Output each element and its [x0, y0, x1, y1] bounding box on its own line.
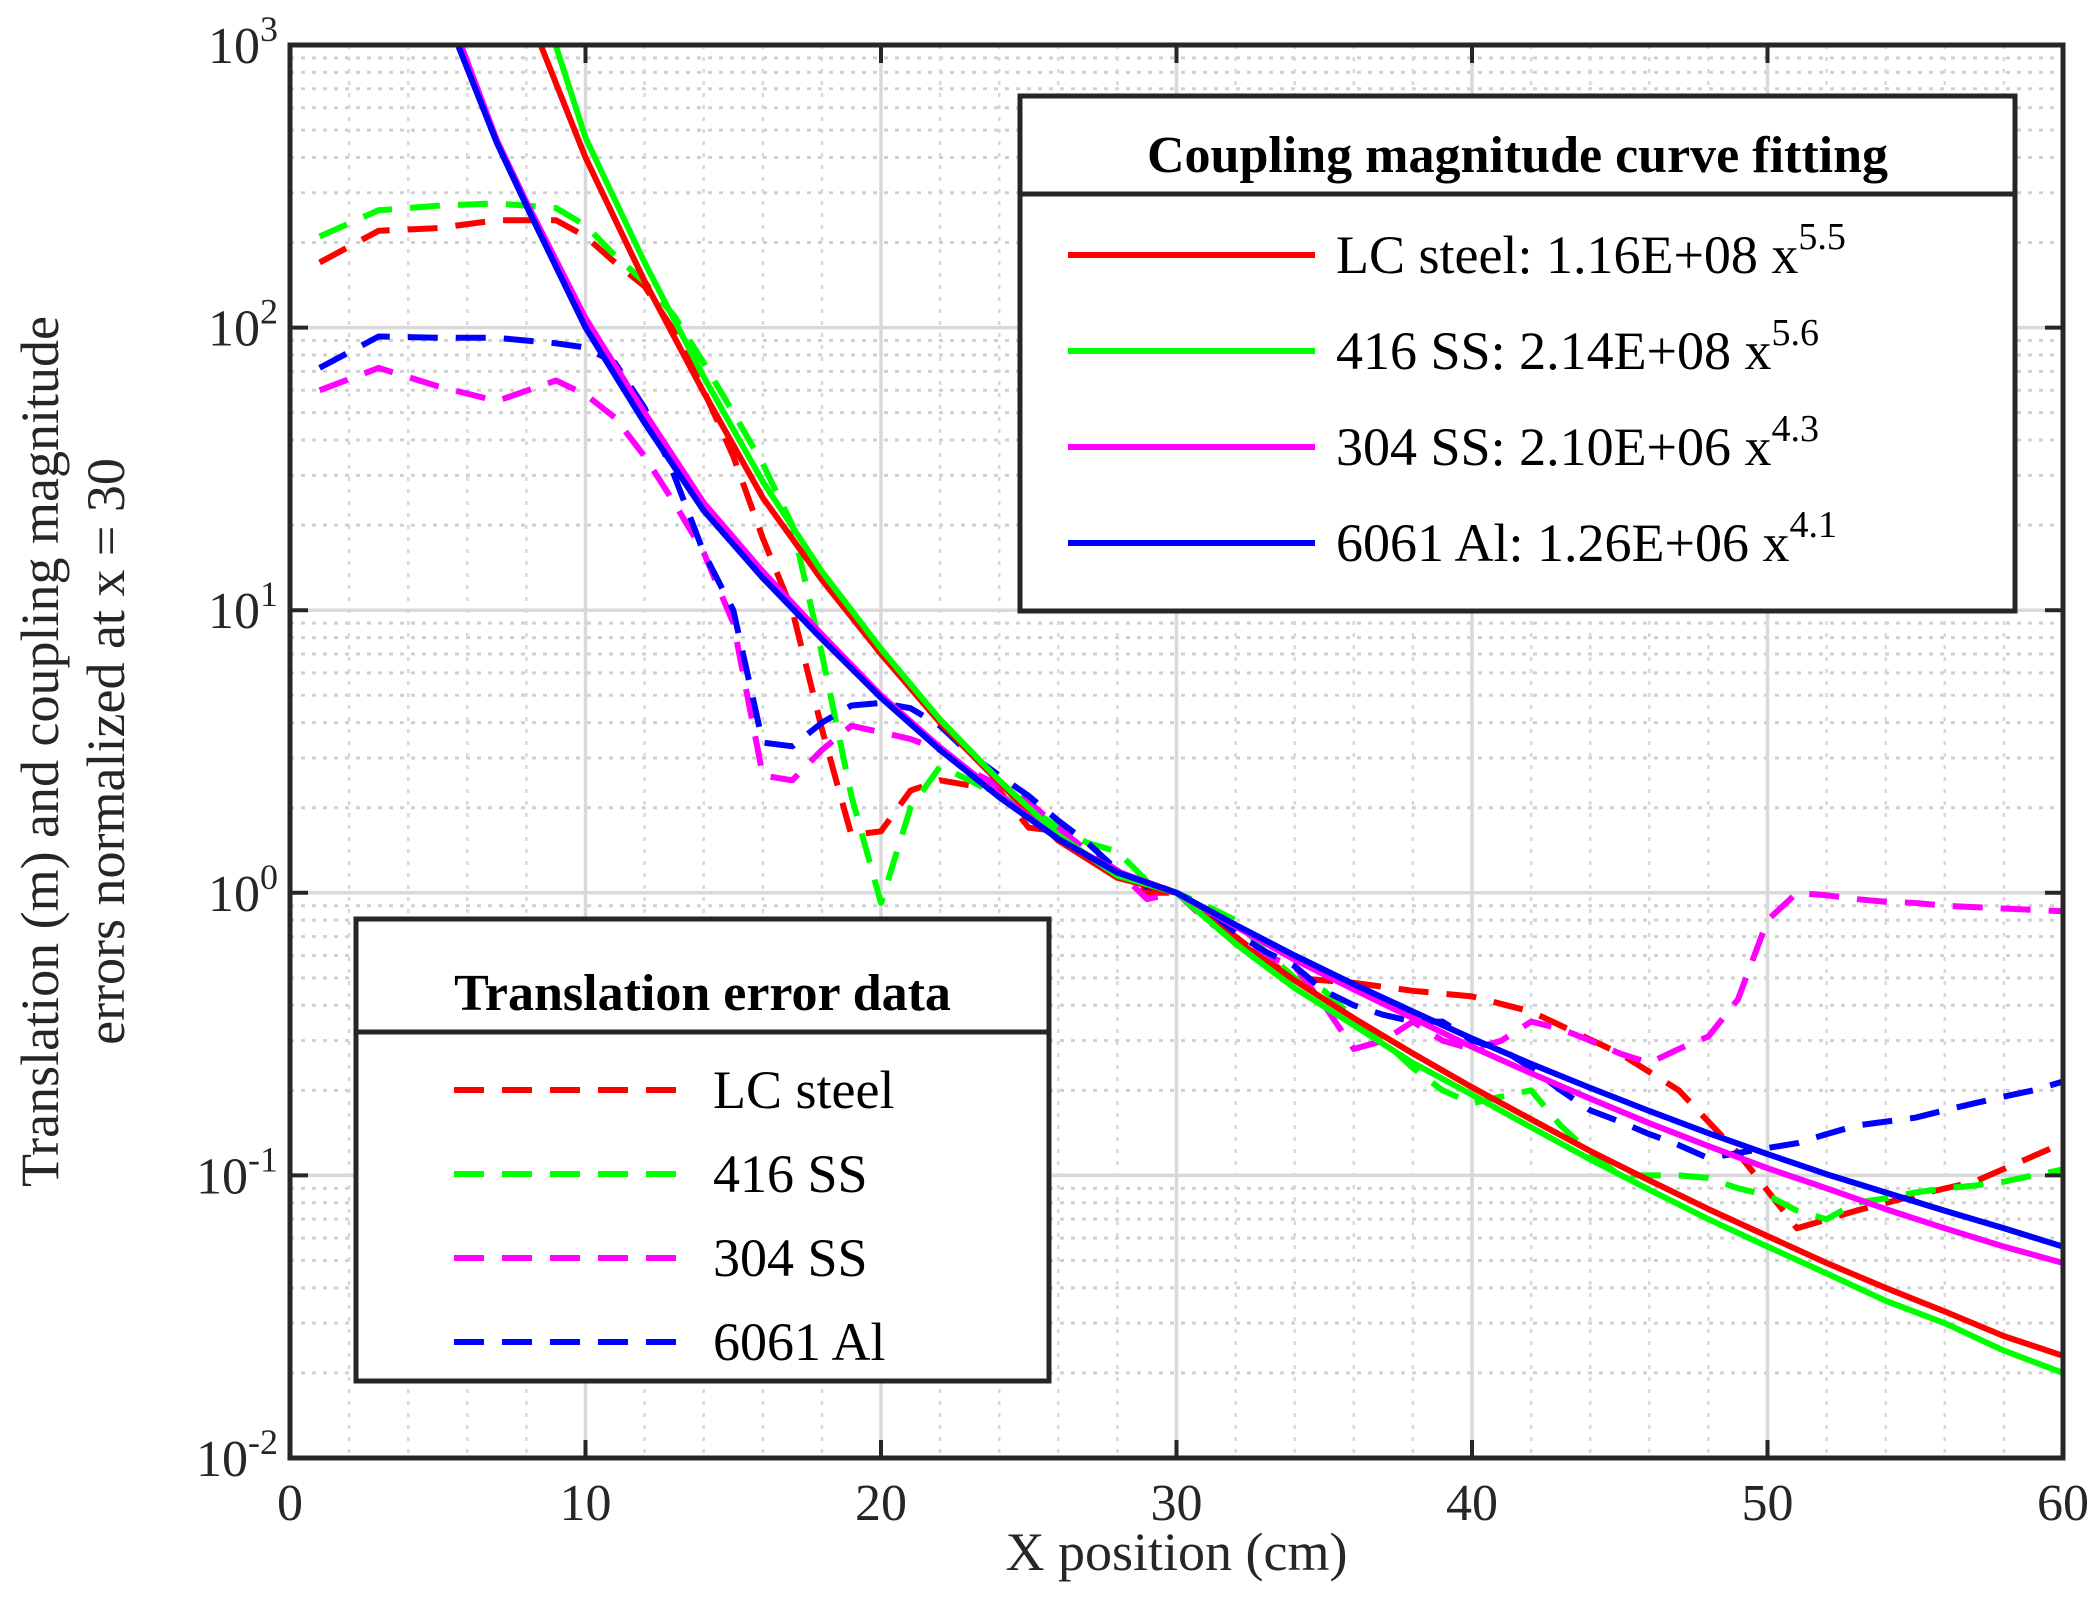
y-tick-label: 102 [208, 292, 278, 358]
legend-entry-label: 416 SS: 2.14E+08 x5.6 [1336, 312, 1819, 381]
x-axis-ticks: 0 10 20 30 40 50 60 [277, 45, 2089, 1532]
y-tick-label: 100 [208, 857, 278, 923]
legend-translation-data: Translation error data LC steel 416 SS 304 … [353, 916, 1052, 1384]
series-solid-lc-steel [538, 45, 2064, 1359]
legend-box [353, 916, 1052, 1384]
y-axis-label-line-1: Translation (m) and coupling magnitude [10, 316, 70, 1187]
x-tick-label: 60 [2037, 1475, 2089, 1532]
legend-entry-label: 304 SS [713, 1228, 868, 1288]
legend-entry-label: 304 SS: 2.10E+06 x4.3 [1336, 408, 1819, 477]
y-tick-label: 101 [208, 574, 278, 640]
x-tick-label: 10 [560, 1475, 612, 1532]
y-tick-label: 103 [208, 9, 278, 75]
y-tick-label: 10-2 [196, 1422, 278, 1488]
legend-entry-label: 6061 Al: 1.26E+06 x4.1 [1336, 504, 1837, 573]
series-dashed-6061-al [318, 333, 2064, 1162]
y-tick-label: 10-1 [196, 1139, 278, 1205]
x-tick-label: 0 [277, 1475, 303, 1532]
legend-curve-fitting: Coupling magnitude curve fitting LC steel… [1017, 93, 2018, 614]
x-tick-label: 50 [1742, 1475, 1794, 1532]
legend-entry-label: LC steel [713, 1060, 894, 1120]
x-tick-label: 30 [1151, 1475, 1203, 1532]
legend-entry-label: 6061 Al [713, 1312, 886, 1372]
legend-entry-label: 416 SS [713, 1144, 868, 1204]
x-axis-label: X position (cm) [1006, 1522, 1348, 1582]
legend-title-coupling-magnitude-curve-fitting: Coupling magnitude curve fitting [1147, 127, 1888, 184]
x-tick-label: 40 [1446, 1475, 1498, 1532]
legend-title-translation-error-data: Translation error data [454, 965, 951, 1022]
series-layer [318, 45, 2065, 1376]
legend-entry-label: LC steel: 1.16E+08 x5.5 [1336, 216, 1846, 285]
series-solid-416-ss [553, 45, 2065, 1376]
y-axis-ticks: 10-2 10-1 100 101 102 103 [196, 9, 2063, 1488]
series-solid-6061-al [455, 45, 2064, 1250]
x-tick-label: 20 [855, 1475, 907, 1532]
y-axis-label-line-2: errors normalized at x = 30 [76, 458, 136, 1045]
